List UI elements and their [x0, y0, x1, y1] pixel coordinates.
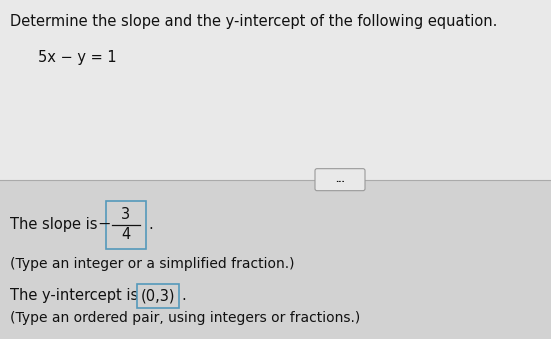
Text: 4: 4: [121, 227, 131, 242]
Text: Determine the slope and the y-intercept of the following equation.: Determine the slope and the y-intercept …: [10, 14, 498, 29]
Text: .: .: [181, 288, 186, 303]
Text: The slope is: The slope is: [10, 217, 102, 232]
Text: (Type an ordered pair, using integers or fractions.): (Type an ordered pair, using integers or…: [10, 311, 360, 325]
Text: −: −: [97, 217, 110, 232]
Text: (0,3): (0,3): [141, 288, 175, 303]
Text: 3: 3: [121, 207, 131, 222]
Text: ...: ...: [335, 175, 345, 184]
FancyBboxPatch shape: [106, 201, 146, 249]
Text: The y-intercept is: The y-intercept is: [10, 288, 143, 303]
Text: 5x − y = 1: 5x − y = 1: [38, 50, 117, 65]
Text: .: .: [148, 217, 153, 232]
FancyBboxPatch shape: [0, 180, 551, 339]
FancyBboxPatch shape: [315, 169, 365, 191]
FancyBboxPatch shape: [137, 284, 179, 308]
Text: (Type an integer or a simplified fraction.): (Type an integer or a simplified fractio…: [10, 257, 294, 271]
FancyBboxPatch shape: [0, 0, 551, 180]
